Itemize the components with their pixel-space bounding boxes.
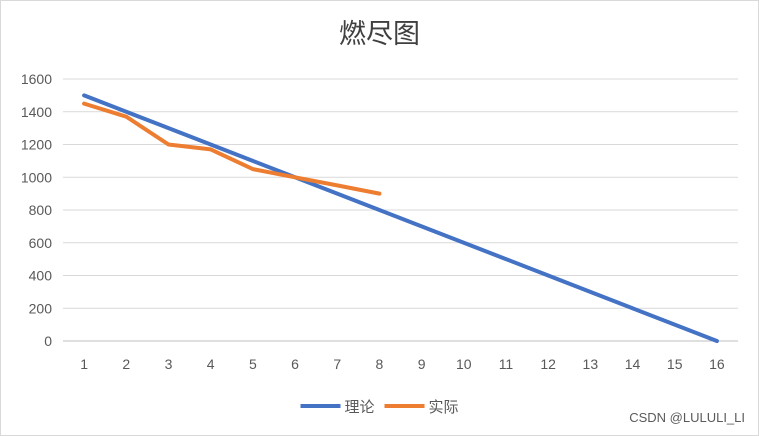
y-tick-label: 1000 [21,169,52,185]
x-tick-label: 14 [625,356,641,372]
series-line-1 [82,93,719,343]
x-tick-label: 8 [376,356,384,372]
legend-label-1: 理论 [345,399,375,416]
x-tick-label: 3 [165,356,173,372]
chart-title: 燃尽图 [339,19,420,50]
x-tick-label: 11 [499,356,514,372]
x-tick-label: 7 [333,356,341,372]
y-tick-label: 400 [29,268,53,284]
y-tick-label: 1200 [21,137,52,153]
watermark: CSDN @LULULI_LI [629,410,745,425]
y-tick-label: 0 [44,333,52,349]
x-tick-label: 2 [122,356,130,372]
x-tick-label: 16 [709,356,725,372]
x-tick-label: 4 [207,356,215,372]
x-tick-label: 1 [80,356,88,372]
legend-label-2: 实际 [429,399,459,416]
y-tick-label: 1400 [21,104,52,120]
y-tick-label: 1600 [21,71,52,87]
x-tick-label: 15 [667,356,683,372]
x-tick-label: 13 [583,356,599,372]
x-tick-label: 5 [249,356,257,372]
y-tick-label: 800 [29,202,53,218]
y-tick-label: 200 [29,300,53,316]
series-line-2 [82,101,382,196]
x-tick-label: 10 [456,356,472,372]
x-tick-label: 12 [540,356,556,372]
x-tick-label: 9 [418,356,426,372]
y-tick-label: 600 [29,235,53,251]
x-tick-label: 6 [291,356,299,372]
